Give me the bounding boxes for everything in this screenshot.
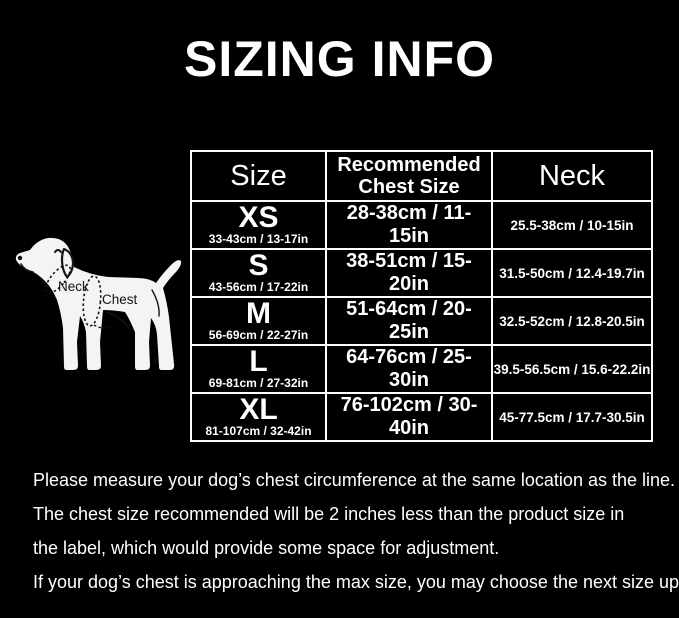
chest-value: 51-64cm / 20-25in — [325, 296, 493, 346]
note-line: Please measure your dog’s chest circumfe… — [33, 470, 676, 490]
dog-hind-leg-line — [151, 289, 160, 317]
column-header-neck: Neck — [491, 150, 653, 202]
size-value: L — [249, 345, 268, 378]
size-range: 43-56cm / 17-22in — [208, 280, 309, 294]
table-row-l: L 69-81cm / 27-32in 64-76cm / 25-30in 39… — [190, 344, 653, 394]
sizing-table: Size Recommended Chest Size Neck XS 33-4… — [190, 150, 653, 442]
size-cell: XS 33-43cm / 13-17in — [190, 200, 327, 250]
chest-label: Chest — [102, 292, 138, 307]
dog-mouth-line — [20, 263, 34, 273]
chest-value: 28-38cm / 11-15in — [325, 200, 493, 250]
measuring-notes: Please measure your dog’s chest circumfe… — [33, 463, 679, 599]
size-cell: M 56-69cm / 22-27in — [190, 296, 327, 346]
size-value: S — [248, 249, 269, 282]
chest-value: 76-102cm / 30-40in — [325, 392, 493, 442]
dog-nose-icon — [17, 255, 23, 261]
note-line: The chest size recommended will be 2 inc… — [33, 504, 625, 524]
table-row-xl: XL 81-107cm / 32-42in 76-102cm / 30-40in… — [190, 392, 653, 442]
size-cell: XL 81-107cm / 32-42in — [190, 392, 327, 442]
size-value: M — [246, 297, 271, 330]
chest-measure-tail-line — [93, 324, 111, 329]
neck-value: 25.5-38cm / 10-15in — [491, 200, 653, 250]
size-cell: S 43-56cm / 17-22in — [190, 248, 327, 298]
column-header-chest: Recommended Chest Size — [325, 150, 493, 202]
table-row-m: M 56-69cm / 22-27in 51-64cm / 20-25in 32… — [190, 296, 653, 346]
table-row-xs: XS 33-43cm / 13-17in 28-38cm / 11-15in 2… — [190, 200, 653, 250]
note-line: the label, which would provide some spac… — [33, 538, 500, 558]
size-value: XL — [239, 393, 278, 426]
size-range: 56-69cm / 22-27in — [208, 328, 309, 342]
page-title: SIZING INFO — [184, 31, 495, 87]
dog-ear-icon — [60, 247, 75, 279]
neck-value: 39.5-56.5cm / 15.6-22.2in — [491, 344, 653, 394]
neck-value: 32.5-52cm / 12.8-20.5in — [491, 296, 653, 346]
dog-measurement-diagram: Neck Chest — [10, 220, 190, 400]
dog-body-silhouette — [15, 237, 182, 370]
neck-label: Neck — [58, 279, 89, 294]
size-range: 33-43cm / 13-17in — [208, 232, 309, 246]
dog-thigh-line — [105, 311, 129, 328]
chest-value: 38-51cm / 15-20in — [325, 248, 493, 298]
size-range: 81-107cm / 32-42in — [205, 424, 312, 438]
neck-value: 45-77.5cm / 17.7-30.5in — [491, 392, 653, 442]
chest-measure-line — [82, 275, 102, 327]
note-line: If your dog’s chest is approaching the m… — [33, 572, 679, 592]
size-cell: L 69-81cm / 27-32in — [190, 344, 327, 394]
column-header-size: Size — [190, 150, 327, 202]
size-value: XS — [238, 201, 279, 234]
table-row-s: S 43-56cm / 17-22in 38-51cm / 15-20in 31… — [190, 248, 653, 298]
table-header-row: Size Recommended Chest Size Neck — [190, 150, 653, 202]
dog-eye-icon — [54, 249, 62, 253]
neck-value: 31.5-50cm / 12.4-19.7in — [491, 248, 653, 298]
size-range: 69-81cm / 27-32in — [208, 376, 309, 390]
chest-value: 64-76cm / 25-30in — [325, 344, 493, 394]
dog-illustration: Neck Chest — [15, 237, 182, 370]
